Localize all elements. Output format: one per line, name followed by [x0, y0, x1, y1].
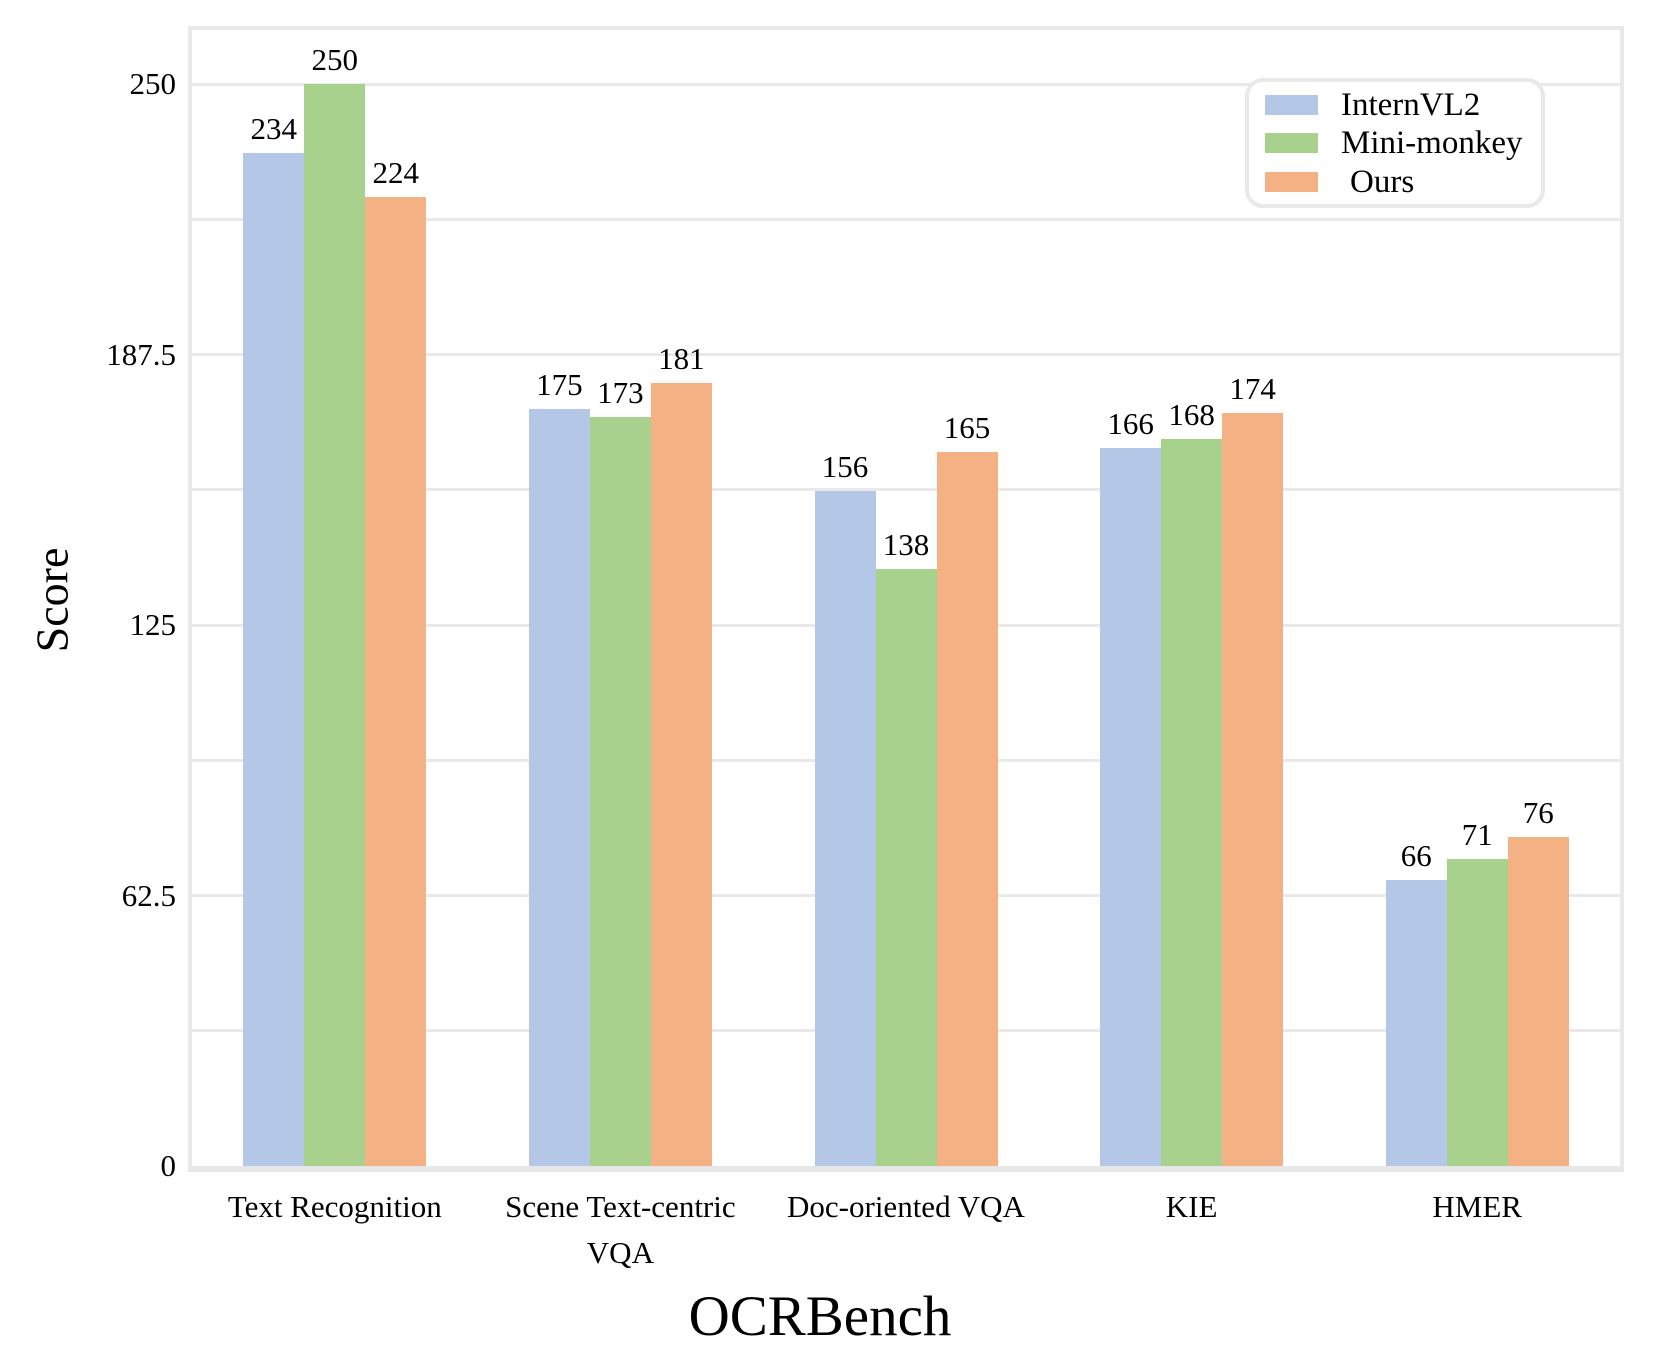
- legend-swatch-mini-monkey: [1265, 133, 1318, 153]
- x-category-label: Scene Text-centric VQA: [505, 1189, 736, 1270]
- gridline: [192, 353, 1620, 357]
- bar-ours: [936, 451, 998, 1166]
- bar-ours: [1507, 837, 1569, 1166]
- plot-area: 234 250 224 175 173 181 156 138 165 166 168 174 66 71…: [188, 26, 1624, 1172]
- bar-value-label: 168: [1168, 396, 1215, 432]
- bar-value-label: 66: [1400, 838, 1432, 874]
- y-axis-title: Score: [26, 547, 78, 653]
- x-axis-title: OCRBench: [688, 1285, 952, 1348]
- x-category-label: KIE: [1165, 1189, 1218, 1224]
- legend-item-mini-monkey: Mini-monkey: [1249, 125, 1541, 161]
- legend: InternVL2 Mini-monkey Ours: [1245, 78, 1545, 208]
- bar-value-label: 181: [658, 340, 705, 376]
- bar-mini-monkey: [875, 568, 937, 1166]
- bar-value-label: 156: [821, 448, 869, 484]
- legend-item-internvl2: InternVL2: [1249, 87, 1541, 123]
- bar-value-label: 224: [372, 154, 420, 190]
- legend-item-ours: Ours: [1249, 164, 1541, 200]
- legend-swatch-internvl2: [1265, 94, 1318, 115]
- bar-internvl2: [1100, 447, 1162, 1166]
- bar-ours: [650, 382, 712, 1166]
- bar-value-label: 173: [597, 375, 644, 411]
- y-tick-label: 187.5: [106, 336, 176, 372]
- legend-label-mini-monkey: Mini-monkey: [1341, 125, 1523, 161]
- plot-inner: 234 250 224 175 173 181 156 138 165 166 168 174 66 71…: [192, 30, 1620, 1166]
- y-tick-label: 0: [160, 1148, 177, 1183]
- gridline: [192, 488, 1620, 492]
- bar-ours: [365, 196, 427, 1166]
- bar-value-label: 234: [250, 111, 298, 147]
- bar-value-label: 175: [536, 366, 583, 402]
- bar-internvl2: [814, 490, 876, 1166]
- bar-value-label: 76: [1522, 795, 1554, 831]
- bar-internvl2: [243, 153, 305, 1166]
- bar-mini-monkey: [589, 417, 651, 1166]
- y-tick-label: 250: [129, 66, 177, 102]
- y-tick-label: 62.5: [121, 877, 176, 913]
- bar-ours: [1222, 413, 1284, 1166]
- bar-mini-monkey: [1446, 858, 1508, 1166]
- legend-label-ours: Ours: [1350, 163, 1415, 200]
- x-category-label: Text Recognition: [227, 1189, 442, 1224]
- legend-swatch-ours: [1265, 171, 1318, 192]
- bar-value-label: 166: [1107, 405, 1154, 441]
- bar-value-label: 165: [943, 409, 991, 445]
- gridline: [192, 82, 1620, 86]
- y-tick-label: 125: [129, 607, 177, 643]
- x-category-label: HMER: [1432, 1189, 1522, 1224]
- bar-value-label: 174: [1229, 371, 1276, 406]
- bar-value-label: 250: [311, 42, 359, 78]
- bar-mini-monkey: [304, 84, 366, 1166]
- bar-internvl2: [1385, 880, 1447, 1166]
- x-category-label: Doc-oriented VQA: [787, 1189, 1025, 1224]
- legend-label-internvl2: InternVL2: [1341, 86, 1481, 123]
- bar-internvl2: [528, 408, 590, 1166]
- gridline: [192, 217, 1620, 221]
- bar-value-label: 138: [882, 526, 930, 562]
- bar-value-label: 71: [1461, 816, 1493, 852]
- bar-mini-monkey: [1161, 438, 1223, 1166]
